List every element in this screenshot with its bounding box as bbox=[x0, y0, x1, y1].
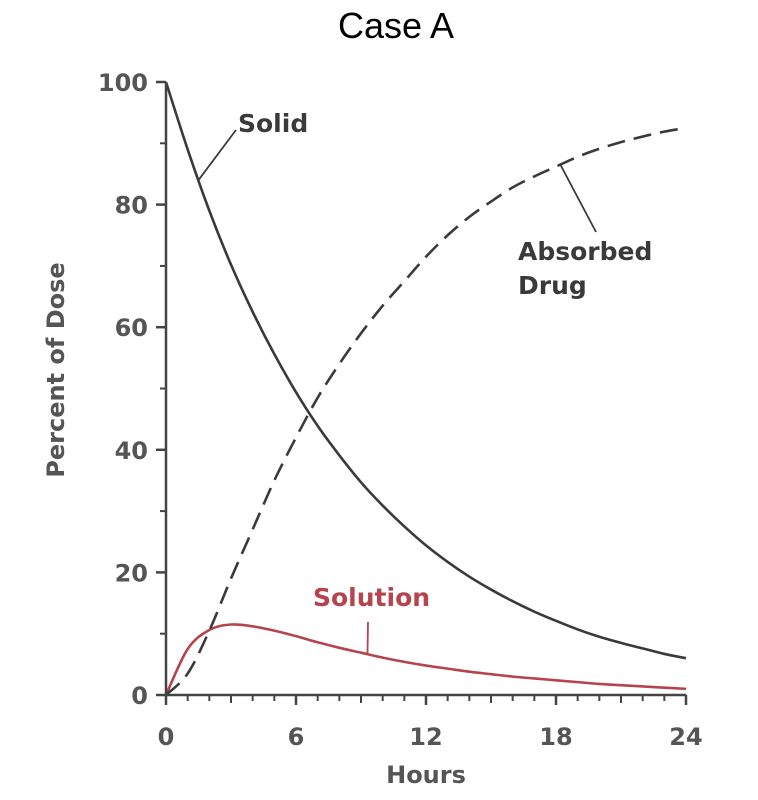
y-tick-label: 20 bbox=[115, 559, 148, 587]
annotation-leader-solid bbox=[197, 129, 237, 181]
x-tick-label: 24 bbox=[669, 723, 702, 751]
axis-ticks: 0 20 40 60 80 100 0 6 12 18 24 bbox=[98, 69, 703, 751]
x-axis-label: Hours bbox=[386, 761, 466, 789]
x-tick-label: 0 bbox=[158, 723, 175, 751]
series-line-solution bbox=[164, 623, 687, 696]
annotation-solution: Solution bbox=[313, 583, 430, 612]
plot-area bbox=[164, 81, 687, 696]
annotation-solid: Solid bbox=[238, 109, 308, 138]
y-tick-label: 100 bbox=[98, 69, 148, 97]
annotation-absorbed-drug: Absorbed Drug bbox=[518, 237, 652, 300]
series-line-absorbed-drug bbox=[165, 126, 687, 696]
series-line-solid bbox=[164, 81, 687, 660]
annotation-leader-absorbed-drug bbox=[559, 164, 597, 233]
y-tick-label: 80 bbox=[115, 192, 148, 220]
x-tick-label: 6 bbox=[288, 723, 305, 751]
y-tick-label: 60 bbox=[115, 314, 148, 342]
chart-title: Case A bbox=[338, 5, 454, 46]
x-tick-label: 12 bbox=[409, 723, 442, 751]
annotation-leader-solution bbox=[366, 621, 369, 655]
y-axis-label: Percent of Dose bbox=[42, 262, 70, 477]
x-tick-label: 18 bbox=[539, 723, 572, 751]
y-tick-label: 40 bbox=[115, 437, 148, 465]
y-tick-label: 0 bbox=[131, 682, 148, 710]
annotations: Solid Absorbed Drug Solution bbox=[197, 109, 652, 655]
